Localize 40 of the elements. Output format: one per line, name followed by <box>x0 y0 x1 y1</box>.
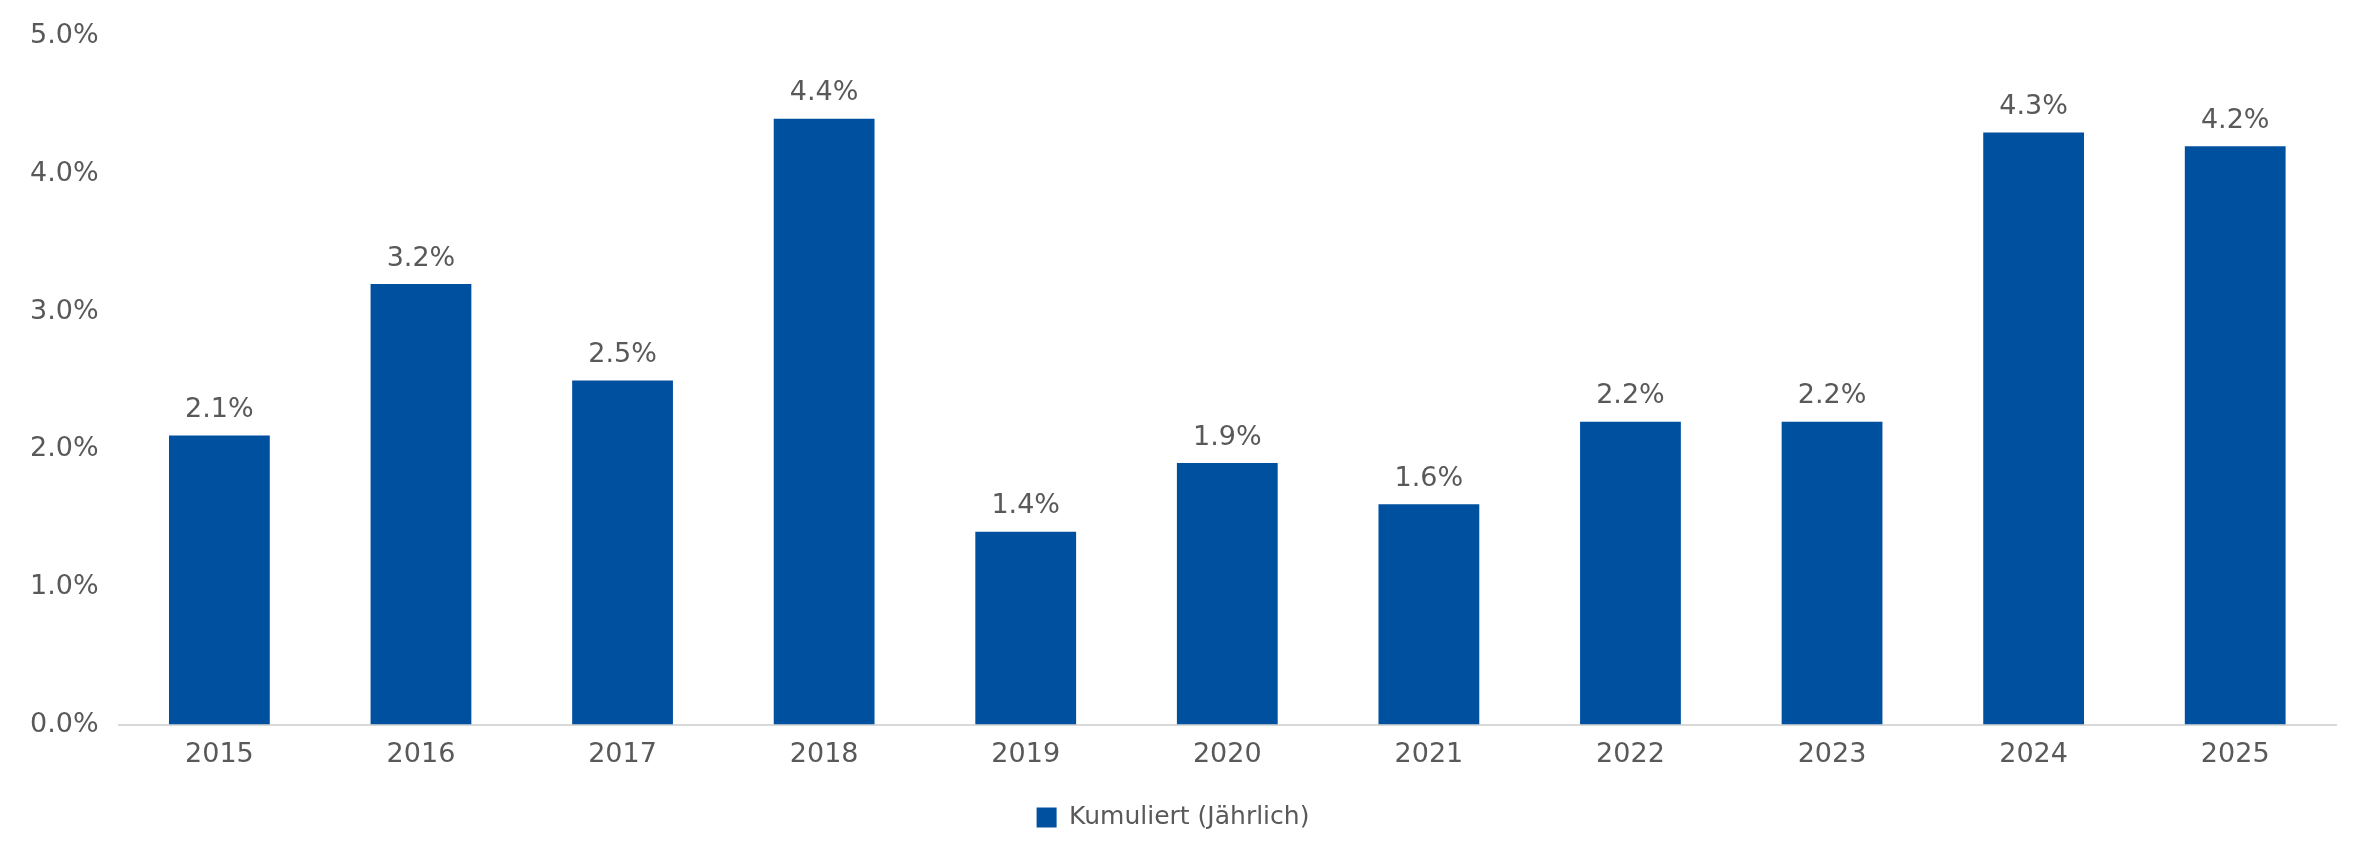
y-tick-label: 4.0% <box>29 155 99 187</box>
x-tick-label: 2021 <box>1394 736 1464 768</box>
bar <box>1580 421 1681 725</box>
y-tick-label: 1.0% <box>29 568 99 600</box>
bar <box>1781 421 1883 725</box>
data-label: 1.4% <box>991 488 1061 520</box>
bar <box>2184 146 2286 725</box>
data-label: 3.2% <box>386 240 456 272</box>
data-label: 2.1% <box>185 391 254 423</box>
bar <box>1983 132 2085 725</box>
x-tick-label: 2020 <box>1192 736 1262 768</box>
y-tick-label: 3.0% <box>29 293 99 325</box>
x-tick-label: 2019 <box>991 736 1061 768</box>
bar <box>572 380 673 725</box>
data-label: 4.2% <box>2200 102 2270 134</box>
bar <box>1176 463 1278 725</box>
data-label: 4.3% <box>1999 89 2068 121</box>
data-label: 2.5% <box>588 336 657 368</box>
x-tick-label: 2024 <box>1999 736 2068 768</box>
x-tick-label: 2018 <box>789 736 859 768</box>
bar <box>370 284 472 725</box>
data-label: 2.2% <box>1797 378 1867 410</box>
x-tick-label: 2017 <box>588 736 657 768</box>
data-label: 1.6% <box>1394 460 1464 492</box>
bar <box>168 435 270 725</box>
data-label: 1.9% <box>1192 419 1262 451</box>
data-label: 2.2% <box>1596 378 1665 410</box>
x-tick-label: 2023 <box>1797 736 1867 768</box>
bar <box>975 531 1077 725</box>
x-tick-label: 2016 <box>386 736 456 768</box>
y-tick-label: 2.0% <box>29 431 99 463</box>
bar <box>773 118 875 725</box>
data-label: 4.4% <box>789 75 859 107</box>
y-tick-label: 0.0% <box>29 706 99 738</box>
x-tick-label: 2015 <box>185 736 254 768</box>
x-tick-label: 2022 <box>1596 736 1665 768</box>
bar <box>1378 504 1480 725</box>
legend-label: Kumuliert (Jährlich) <box>1069 801 1310 830</box>
x-tick-label: 2025 <box>2200 736 2270 768</box>
y-tick-label: 5.0% <box>29 18 99 50</box>
